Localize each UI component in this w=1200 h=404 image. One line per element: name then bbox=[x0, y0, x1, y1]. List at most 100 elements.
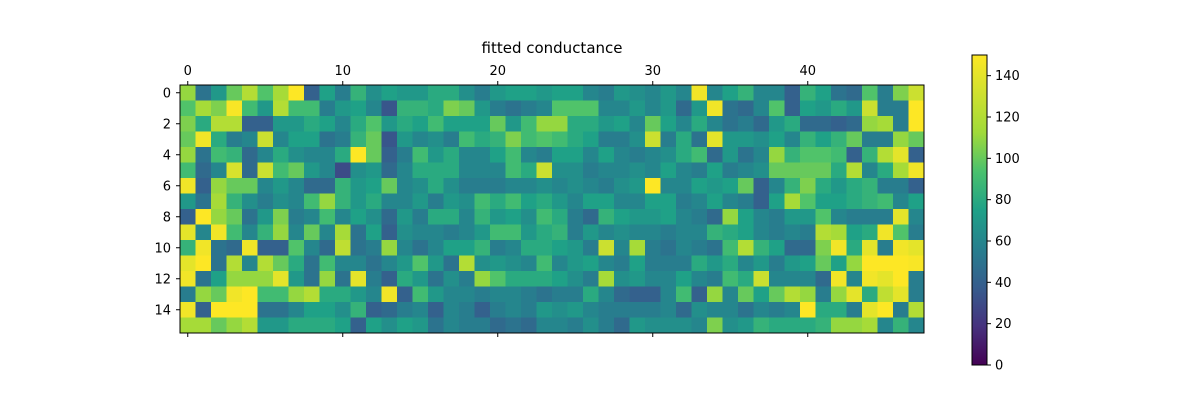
colorbar-tick-label: 40 bbox=[995, 276, 1012, 291]
heatmap-cell bbox=[552, 286, 568, 303]
heatmap-cell bbox=[536, 193, 553, 210]
heatmap-cell bbox=[893, 255, 909, 272]
heatmap-cell bbox=[862, 193, 878, 210]
heatmap-cell bbox=[784, 240, 801, 256]
heatmap-cell bbox=[211, 317, 227, 334]
heatmap-cell bbox=[242, 131, 258, 148]
heatmap-cell bbox=[800, 255, 816, 272]
heatmap-cell bbox=[350, 255, 367, 272]
heatmap-cell bbox=[769, 100, 785, 117]
heatmap-cell bbox=[614, 224, 630, 241]
heatmap-cell bbox=[893, 147, 909, 163]
heatmap-cell bbox=[490, 286, 506, 303]
heatmap-cell bbox=[676, 193, 692, 210]
heatmap-cell bbox=[738, 240, 754, 256]
heatmap-cell bbox=[459, 209, 475, 225]
heatmap-cell bbox=[846, 193, 863, 210]
heatmap-cell bbox=[893, 162, 909, 179]
heatmap-cell bbox=[893, 85, 909, 101]
heatmap-cell bbox=[195, 286, 212, 303]
heatmap-cell bbox=[738, 317, 754, 334]
heatmap-cell bbox=[319, 317, 336, 334]
heatmap-cell bbox=[629, 317, 646, 334]
heatmap-cell bbox=[288, 131, 305, 148]
heatmap-cell bbox=[490, 116, 506, 132]
heatmap-cell bbox=[350, 162, 367, 179]
heatmap-cell bbox=[660, 178, 677, 194]
heatmap-cell bbox=[877, 147, 894, 163]
heatmap-cell bbox=[273, 240, 289, 256]
heatmap-cell bbox=[908, 302, 925, 318]
heatmap-cell bbox=[645, 224, 661, 241]
heatmap-cell bbox=[583, 147, 599, 163]
heatmap-cell bbox=[691, 131, 708, 148]
heatmap-cell bbox=[583, 131, 599, 148]
heatmap-cell bbox=[598, 162, 615, 179]
heatmap-cell bbox=[242, 286, 258, 303]
heatmap-cell bbox=[381, 147, 398, 163]
heatmap-cell bbox=[350, 131, 367, 148]
heatmap-cell bbox=[877, 131, 894, 148]
heatmap-cell bbox=[629, 100, 646, 117]
heatmap-cell bbox=[660, 317, 677, 334]
heatmap-cell bbox=[443, 131, 460, 148]
heatmap-cell bbox=[366, 85, 382, 101]
heatmap-cell bbox=[691, 100, 708, 117]
heatmap-cell bbox=[536, 162, 553, 179]
heatmap-cell bbox=[645, 209, 661, 225]
heatmap-cell bbox=[505, 147, 522, 163]
heatmap-cell bbox=[366, 178, 382, 194]
x-axis: 0 10 20 30 40 bbox=[184, 64, 816, 337]
heatmap-cell bbox=[707, 302, 723, 318]
heatmap-cell bbox=[381, 116, 398, 132]
heatmap-cell bbox=[753, 162, 770, 179]
heatmap-cell bbox=[180, 286, 196, 303]
heatmap-cell bbox=[536, 255, 553, 272]
heatmap-cell bbox=[350, 193, 367, 210]
heatmap-cell bbox=[335, 147, 351, 163]
heatmap-cell bbox=[490, 271, 506, 287]
heatmap-cell bbox=[645, 271, 661, 287]
heatmap-cell bbox=[846, 131, 863, 148]
heatmap-cell bbox=[443, 317, 460, 334]
heatmap-cell bbox=[304, 271, 320, 287]
heatmap-cell bbox=[660, 302, 677, 318]
heatmap-cell bbox=[567, 271, 584, 287]
heatmap-cell bbox=[273, 271, 289, 287]
heatmap-cell bbox=[784, 193, 801, 210]
heatmap-cells bbox=[180, 85, 925, 334]
heatmap-cell bbox=[536, 147, 553, 163]
heatmap-cell bbox=[459, 85, 475, 101]
heatmap-cell bbox=[366, 193, 382, 210]
heatmap-cell bbox=[505, 302, 522, 318]
heatmap-cell bbox=[397, 193, 413, 210]
heatmap-cell bbox=[536, 302, 553, 318]
heatmap-cell bbox=[428, 224, 444, 241]
heatmap-cell bbox=[443, 224, 460, 241]
heatmap-cell bbox=[180, 131, 196, 148]
heatmap-cell bbox=[629, 271, 646, 287]
heatmap-cell bbox=[257, 255, 274, 272]
heatmap-cell bbox=[815, 224, 832, 241]
heatmap-cell bbox=[908, 131, 925, 148]
heatmap-cell bbox=[490, 240, 506, 256]
heatmap-cell bbox=[722, 209, 739, 225]
heatmap-cell bbox=[629, 147, 646, 163]
x-tick-label: 20 bbox=[489, 64, 506, 79]
heatmap-cell bbox=[474, 271, 491, 287]
heatmap-cell bbox=[412, 162, 429, 179]
heatmap-cell bbox=[567, 302, 584, 318]
heatmap-cell bbox=[428, 317, 444, 334]
heatmap-cell bbox=[598, 116, 615, 132]
heatmap-cell bbox=[226, 302, 243, 318]
heatmap-cell bbox=[815, 193, 832, 210]
heatmap-cell bbox=[660, 224, 677, 241]
heatmap-cell bbox=[304, 178, 320, 194]
heatmap-cell bbox=[567, 317, 584, 334]
heatmap-cell bbox=[242, 255, 258, 272]
heatmap-cell bbox=[242, 85, 258, 101]
heatmap-cell bbox=[180, 116, 196, 132]
heatmap-cell bbox=[583, 116, 599, 132]
heatmap-cell bbox=[211, 224, 227, 241]
